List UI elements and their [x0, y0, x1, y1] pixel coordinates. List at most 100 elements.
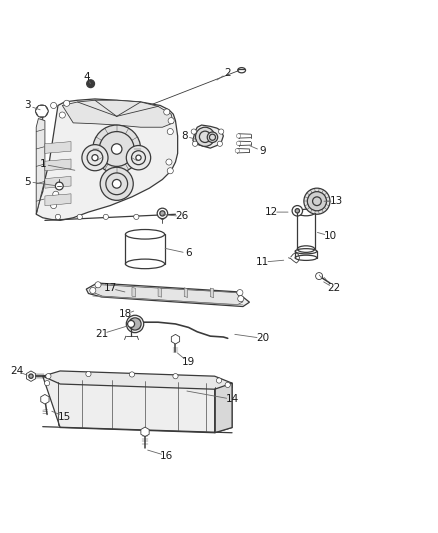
Circle shape — [103, 214, 109, 220]
Polygon shape — [158, 288, 162, 297]
Polygon shape — [45, 142, 71, 154]
Circle shape — [160, 211, 165, 216]
Circle shape — [55, 182, 63, 190]
Text: 10: 10 — [323, 231, 336, 241]
Text: 15: 15 — [58, 411, 71, 422]
Circle shape — [160, 214, 165, 220]
Circle shape — [58, 182, 67, 190]
Polygon shape — [184, 288, 187, 297]
Circle shape — [55, 214, 60, 220]
Circle shape — [192, 141, 198, 147]
Circle shape — [129, 372, 134, 377]
Circle shape — [100, 167, 133, 200]
Text: 3: 3 — [24, 100, 31, 110]
Polygon shape — [193, 125, 223, 148]
Circle shape — [166, 159, 172, 165]
Circle shape — [53, 191, 59, 197]
Text: 16: 16 — [160, 451, 173, 461]
Circle shape — [126, 146, 151, 170]
Circle shape — [237, 289, 243, 296]
Circle shape — [292, 206, 303, 216]
Text: 4: 4 — [83, 72, 89, 82]
Circle shape — [82, 144, 108, 171]
Polygon shape — [210, 288, 214, 297]
Polygon shape — [35, 106, 48, 117]
Circle shape — [195, 127, 215, 147]
Circle shape — [127, 320, 134, 327]
Text: 21: 21 — [95, 329, 108, 339]
Circle shape — [29, 374, 33, 378]
Text: 9: 9 — [259, 146, 266, 156]
Circle shape — [307, 192, 326, 211]
Circle shape — [207, 132, 218, 142]
Polygon shape — [215, 383, 232, 433]
Circle shape — [59, 112, 65, 118]
Circle shape — [173, 374, 178, 379]
Circle shape — [45, 381, 49, 386]
Circle shape — [77, 214, 82, 220]
Circle shape — [316, 272, 322, 279]
Circle shape — [112, 144, 122, 154]
Polygon shape — [93, 285, 243, 305]
Circle shape — [217, 141, 223, 147]
Circle shape — [92, 155, 98, 161]
Circle shape — [113, 180, 121, 188]
Circle shape — [87, 80, 95, 87]
Polygon shape — [36, 99, 178, 220]
Circle shape — [167, 168, 173, 174]
Text: 26: 26 — [175, 212, 189, 221]
Circle shape — [76, 168, 82, 174]
Polygon shape — [141, 427, 149, 437]
Text: 17: 17 — [103, 283, 117, 293]
Text: 18: 18 — [119, 309, 132, 319]
Circle shape — [136, 155, 141, 160]
Text: 11: 11 — [256, 257, 269, 267]
Polygon shape — [132, 287, 135, 297]
Text: 2: 2 — [224, 68, 231, 78]
Circle shape — [134, 214, 139, 220]
Text: 24: 24 — [10, 366, 23, 376]
Circle shape — [50, 203, 57, 208]
Circle shape — [216, 378, 222, 383]
Text: 8: 8 — [181, 131, 187, 141]
Text: 12: 12 — [265, 207, 278, 217]
Circle shape — [157, 208, 168, 219]
Ellipse shape — [238, 68, 246, 73]
Polygon shape — [36, 118, 45, 214]
Circle shape — [36, 105, 48, 117]
Text: 22: 22 — [328, 283, 341, 293]
Circle shape — [168, 118, 174, 124]
Circle shape — [86, 372, 91, 377]
Circle shape — [46, 374, 51, 379]
Text: 6: 6 — [185, 248, 192, 259]
Polygon shape — [43, 371, 232, 389]
Text: 13: 13 — [330, 196, 343, 206]
Circle shape — [164, 109, 170, 115]
Circle shape — [225, 382, 230, 387]
Polygon shape — [45, 159, 71, 171]
Circle shape — [93, 125, 141, 173]
Circle shape — [50, 102, 57, 109]
Circle shape — [38, 107, 46, 115]
Polygon shape — [45, 194, 71, 206]
Circle shape — [237, 141, 241, 146]
Text: 1: 1 — [39, 159, 46, 169]
Text: 5: 5 — [24, 176, 31, 187]
Circle shape — [191, 129, 196, 134]
Polygon shape — [26, 371, 35, 382]
Text: 19: 19 — [182, 357, 195, 367]
Circle shape — [167, 128, 173, 135]
Polygon shape — [43, 376, 232, 433]
Polygon shape — [171, 334, 180, 344]
Polygon shape — [41, 394, 49, 404]
Circle shape — [237, 134, 241, 138]
Polygon shape — [62, 100, 173, 127]
Text: 14: 14 — [226, 394, 239, 404]
Polygon shape — [86, 283, 250, 306]
Text: 20: 20 — [256, 333, 269, 343]
Circle shape — [126, 315, 144, 333]
Circle shape — [295, 208, 300, 213]
Circle shape — [238, 296, 244, 302]
Circle shape — [95, 282, 101, 288]
Circle shape — [219, 129, 224, 134]
